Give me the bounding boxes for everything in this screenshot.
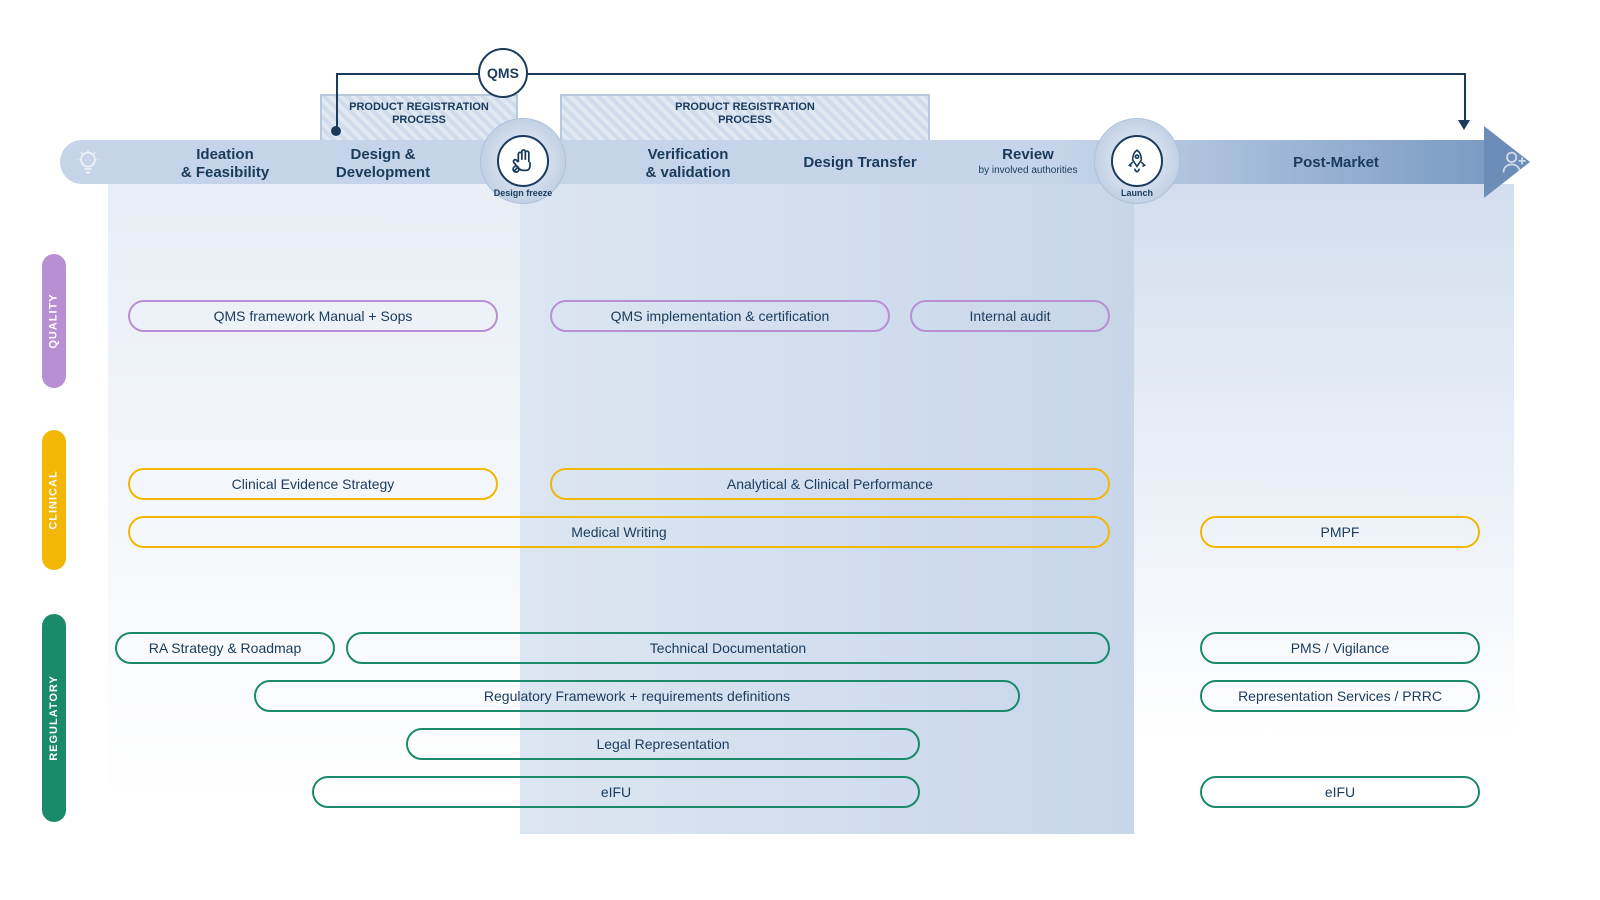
rocket-icon — [1111, 135, 1163, 187]
activity-pill: Internal audit — [910, 300, 1110, 332]
qms-label: QMS — [487, 65, 519, 81]
stage-label: Reviewby involved authorities — [948, 146, 1108, 177]
stage-label: Post-Market — [1236, 154, 1436, 172]
milestone-label: Design freeze — [494, 188, 553, 198]
activity-pill: eIFU — [1200, 776, 1480, 808]
qms-vline-left — [336, 73, 338, 131]
activity-pill: Regulatory Framework + requirements defi… — [254, 680, 1020, 712]
activity-pill: Medical Writing — [128, 516, 1110, 548]
activity-pill: Representation Services / PRRC — [1200, 680, 1480, 712]
track-label-clinical: CLINICAL — [42, 430, 66, 570]
column-background — [1134, 184, 1514, 834]
activity-pill: PMPF — [1200, 516, 1480, 548]
milestone-label: Launch — [1121, 188, 1153, 198]
stage-label: Design Transfer — [780, 154, 940, 172]
activity-pill: QMS framework Manual + Sops — [128, 300, 498, 332]
stage-label: Verification& validation — [608, 146, 768, 182]
activity-pill: PMS / Vigilance — [1200, 632, 1480, 664]
registration-banner: PRODUCT REGISTRATIONPROCESS — [560, 94, 930, 142]
bulb-icon — [74, 148, 102, 181]
milestone-launch: Launch — [1094, 118, 1180, 204]
stage-label: Design &Development — [308, 146, 458, 182]
activity-pill: eIFU — [312, 776, 920, 808]
person-plus-icon — [1500, 148, 1528, 181]
qms-vline-right — [1464, 73, 1466, 123]
track-label-quality: QUALITY — [42, 254, 66, 388]
qms-arrowhead — [1458, 120, 1470, 130]
qms-circle: QMS — [478, 48, 528, 98]
qms-dot — [331, 126, 341, 136]
activity-pill: QMS implementation & certification — [550, 300, 890, 332]
activity-pill: Legal Representation — [406, 728, 920, 760]
activity-pill: Clinical Evidence Strategy — [128, 468, 498, 500]
milestone-design-freeze: Design freeze — [480, 118, 566, 204]
activity-pill: Technical Documentation — [346, 632, 1110, 664]
stage-label: Ideation& Feasibility — [150, 146, 300, 182]
hand-icon — [497, 135, 549, 187]
diagram-canvas: QMS PRODUCT REGISTRATIONPROCESSPRODUCT R… — [0, 0, 1600, 900]
track-label-regulatory: REGULATORY — [42, 614, 66, 822]
activity-pill: Analytical & Clinical Performance — [550, 468, 1110, 500]
activity-pill: RA Strategy & Roadmap — [115, 632, 335, 664]
